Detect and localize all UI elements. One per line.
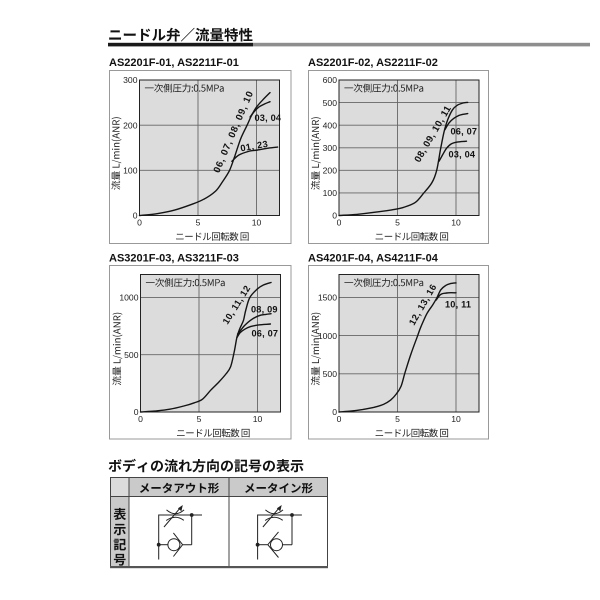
svg-text:5: 5 (197, 414, 202, 424)
svg-text:03, 04: 03, 04 (449, 150, 476, 160)
svg-text:0: 0 (332, 211, 337, 221)
svg-text:0: 0 (138, 414, 143, 424)
svg-text:AS2201F-02, AS2211F-02: AS2201F-02, AS2211F-02 (308, 57, 438, 69)
svg-text:500: 500 (323, 98, 338, 108)
svg-text:0: 0 (337, 414, 342, 424)
svg-text:0: 0 (134, 407, 139, 417)
svg-text:03, 04: 03, 04 (255, 113, 282, 123)
svg-text:5: 5 (395, 218, 400, 228)
svg-text:100: 100 (123, 166, 138, 176)
svg-text:1000: 1000 (318, 331, 337, 341)
svg-text:AS2201F-01, AS2211F-01: AS2201F-01, AS2211F-01 (109, 57, 239, 69)
svg-text:06, 07: 06, 07 (252, 329, 279, 339)
svg-text:400: 400 (323, 120, 338, 130)
svg-text:10: 10 (451, 218, 461, 228)
svg-text:01, 23: 01, 23 (240, 139, 269, 154)
svg-text:500: 500 (323, 369, 338, 379)
svg-text:200: 200 (123, 120, 138, 130)
svg-text:0: 0 (332, 407, 337, 417)
svg-text:AS4201F-04, AS4211F-04: AS4201F-04, AS4211F-04 (308, 253, 439, 265)
svg-text:10: 10 (451, 414, 461, 424)
svg-text:06, 07: 06, 07 (451, 127, 478, 137)
svg-text:100: 100 (323, 188, 338, 198)
svg-text:200: 200 (323, 166, 338, 176)
svg-text:08, 09: 08, 09 (251, 305, 278, 315)
svg-text:5: 5 (196, 218, 201, 228)
svg-text:300: 300 (123, 75, 138, 85)
svg-text:10: 10 (252, 218, 262, 228)
svg-text:1000: 1000 (119, 293, 138, 303)
svg-text:0: 0 (337, 218, 342, 228)
svg-text:600: 600 (323, 75, 338, 85)
svg-text:0: 0 (133, 211, 138, 221)
svg-text:10: 10 (253, 414, 263, 424)
svg-text:5: 5 (395, 414, 400, 424)
svg-text:AS3201F-03, AS3211F-03: AS3201F-03, AS3211F-03 (109, 253, 239, 265)
svg-text:1500: 1500 (318, 293, 337, 303)
svg-text:300: 300 (323, 143, 338, 153)
svg-text:0: 0 (137, 218, 142, 228)
svg-text:10, 11: 10, 11 (445, 300, 471, 310)
svg-text:500: 500 (124, 350, 139, 360)
